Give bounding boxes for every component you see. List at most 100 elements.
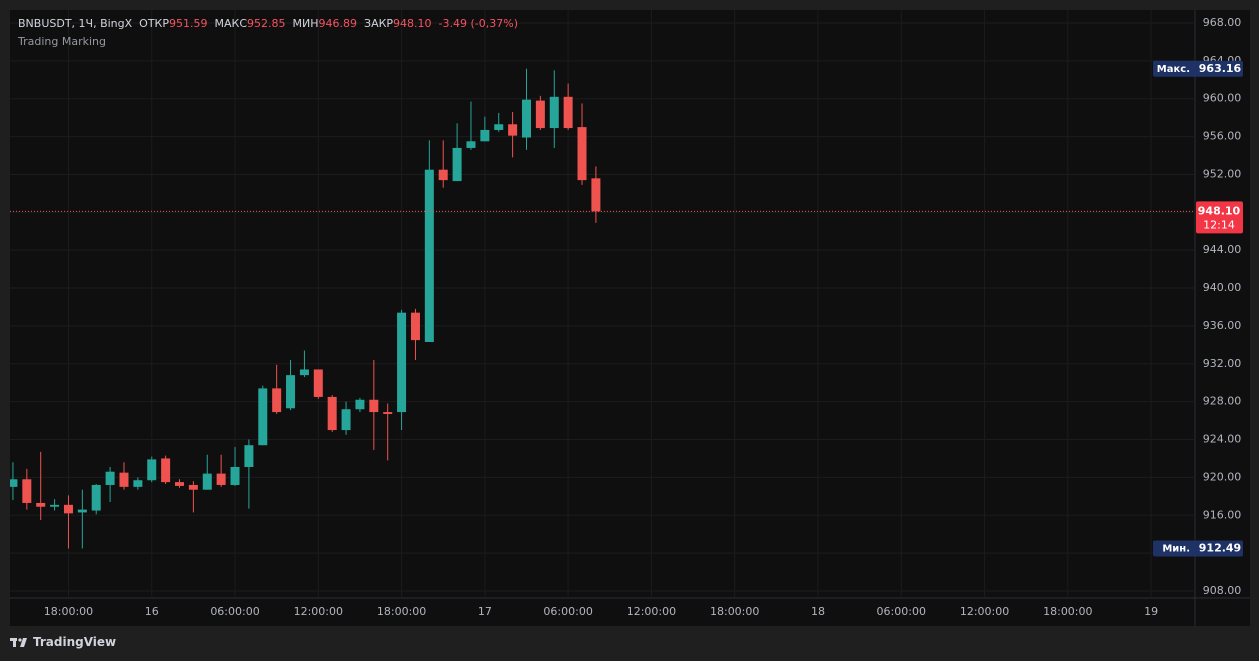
low-value: 946.89 [318,17,358,30]
indicator: Trading Marking [18,35,106,48]
x-tick-label: 17 [478,605,492,618]
candle-body [410,312,420,341]
y-tick-label: 968.00 [1203,16,1242,29]
close-value: 948.10 [393,17,432,30]
candle-body [522,99,531,138]
candle-body [438,169,448,181]
candle-body [494,124,504,130]
candle-body [161,458,171,483]
candle-body [36,502,46,507]
x-tick-label: 18:00:00 [710,605,759,618]
x-tick-label: 16 [145,605,159,618]
candle-body [466,141,476,148]
candle-body [188,484,198,490]
x-tick-label: 18:00:00 [44,605,93,618]
x-tick-label: 18:00:00 [1043,605,1092,618]
y-tick-label: 916.00 [1203,508,1242,521]
candle-body [147,459,157,481]
candle-body [244,445,254,467]
candle-body [549,96,559,129]
candle-body [105,471,115,485]
high-value: 952.85 [247,17,286,30]
x-tick-label: 12:00:00 [294,605,343,618]
y-tick-label: 908.00 [1203,584,1242,597]
marker-label: 912.49 [1199,541,1241,554]
price-box [1196,201,1243,234]
marker-name: Мин. [1162,543,1190,554]
candle-body [327,396,337,431]
candle-body [119,472,129,487]
y-tick-label: 936.00 [1203,319,1242,332]
candle-body [50,504,60,507]
candle-body [91,484,101,511]
candle-body [508,124,518,136]
x-tick-label: 06:00:00 [210,605,259,618]
candle-body [202,473,212,490]
candle-body [230,466,240,485]
y-tick-label: 928.00 [1203,395,1242,408]
logo-part [18,638,22,642]
candle-body [10,479,18,487]
marker-name: Макс. [1157,64,1190,75]
y-tick-label: 940.00 [1203,281,1242,294]
x-tick-label: 12:00:00 [627,605,676,618]
candle-body [563,96,573,129]
candle-body [216,473,226,485]
candle-body [272,388,282,413]
candle-body [397,312,407,413]
y-tick-label: 960.00 [1203,92,1242,105]
candle-body [383,412,393,414]
y-tick-label: 932.00 [1203,357,1242,370]
x-tick-label: 06:00:00 [543,605,592,618]
y-tick-label: 956.00 [1203,130,1242,143]
marker-label: 963.16 [1199,62,1242,75]
candle-body [369,399,379,413]
candle-body [535,100,545,129]
candle-body [63,504,73,514]
y-tick-label: 952.00 [1203,167,1242,180]
tv-logo [10,638,27,647]
candle-body [424,169,434,343]
candle-body [341,409,351,431]
logo-part [20,638,27,647]
logo-part [13,638,16,647]
x-tick-label: 19 [1144,605,1158,618]
brand: TradingView [33,635,117,649]
candle-body [452,147,462,182]
x-tick-label: 18 [811,605,825,618]
close-label: ЗАКР [364,17,394,30]
open-label: ОТКР [139,17,169,30]
x-tick-label: 18:00:00 [377,605,426,618]
y-tick-label: 944.00 [1203,243,1242,256]
candle-body [133,480,143,487]
candle-body [175,482,184,486]
candle-body [577,127,587,181]
candle-body [299,369,309,376]
candle-body [355,399,365,410]
high-label: МАКС [214,17,248,30]
low-label: МИН [292,17,319,30]
price-label: 948.10 [1198,204,1241,217]
marker-box [1153,60,1243,77]
symbol: BNBUSDT, 1Ч, BingX [18,17,133,30]
chart-panel [10,10,1250,626]
y-tick-label: 920.00 [1203,470,1242,483]
candle-body [313,369,323,397]
marker-box [1153,540,1243,557]
plot [10,10,1195,598]
candle-body [480,129,490,142]
open-value: 951.59 [169,17,208,30]
candle-body [286,375,296,409]
candle-body [258,388,268,446]
candle-body [77,509,87,513]
candle-body [591,178,601,212]
candle-body [22,479,32,503]
y-tick-label: 924.00 [1203,433,1242,446]
change: -3.49 (-0,37%) [438,17,519,30]
countdown: 12:14 [1203,218,1235,231]
x-tick-label: 06:00:00 [877,605,926,618]
x-tick-label: 12:00:00 [960,605,1009,618]
header: BNBUSDT, 1Ч, BingX ОТКР951.59 МАКС952.85… [18,17,518,30]
